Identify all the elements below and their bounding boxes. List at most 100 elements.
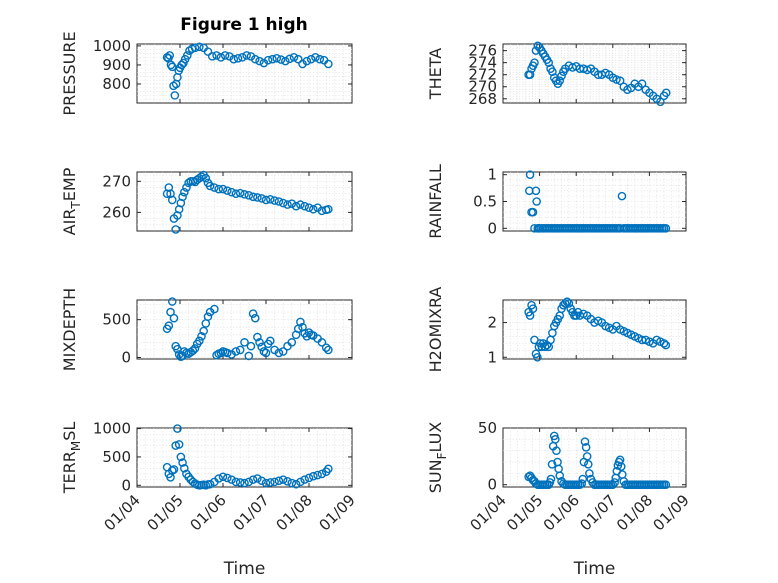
y-tick-label: 274 [468, 54, 497, 72]
y-tick-label: 50 [478, 419, 497, 437]
data-point [555, 76, 565, 86]
series-mixdepth [162, 297, 333, 362]
data-point [581, 442, 591, 452]
data-point [173, 424, 182, 433]
data-point [317, 469, 327, 479]
data-point [263, 55, 273, 65]
data-point [240, 338, 249, 347]
data-point [169, 465, 179, 474]
data-point [547, 460, 557, 469]
data-point [240, 190, 249, 199]
data-point [612, 75, 621, 84]
data-point [253, 474, 262, 483]
data-point [528, 304, 538, 313]
y-tick-label: 1 [487, 348, 497, 366]
y-axis-label: THETA [426, 48, 445, 100]
data-point [661, 88, 671, 98]
data-point [324, 464, 333, 474]
data-point [248, 309, 258, 318]
data-point [231, 347, 241, 356]
data-point [238, 53, 247, 62]
series-h2omixra [524, 297, 671, 362]
x-axis-label: Time [573, 559, 616, 579]
y-tick-label: 268 [468, 90, 497, 108]
data-point [557, 71, 566, 81]
panel-h2omixra: 1 2 H2OMIXRA [426, 287, 687, 372]
data-point [580, 437, 590, 446]
x-tick-label: 01/09 [316, 491, 359, 534]
data-point [167, 195, 177, 205]
data-point [261, 478, 271, 488]
data-point [233, 53, 243, 63]
data-point [546, 474, 556, 484]
data-point [296, 200, 305, 209]
data-point [222, 473, 232, 483]
data-point [324, 59, 333, 69]
data-point [615, 76, 625, 86]
data-point [244, 477, 254, 487]
data-point [244, 351, 254, 361]
data-point [274, 197, 284, 206]
data-point [562, 297, 572, 307]
y-tick-label: 1000 [93, 420, 131, 438]
data-point [321, 343, 331, 352]
data-point [182, 183, 191, 192]
data-point [531, 186, 541, 196]
data-point [268, 54, 277, 64]
axes-h2omixra [502, 299, 687, 360]
data-point [231, 477, 241, 487]
data-point [188, 477, 198, 487]
data-point [582, 452, 592, 461]
data-point [608, 480, 618, 490]
data-point [197, 172, 206, 181]
data-point [164, 321, 174, 331]
y-axis-label: MIXDEPTH [60, 288, 79, 371]
data-point [178, 192, 187, 202]
data-point [257, 194, 267, 203]
data-point [190, 344, 200, 353]
data-point [291, 479, 301, 489]
data-point [308, 204, 318, 214]
x-tick-label: 01/06 [540, 491, 583, 534]
data-point [532, 197, 541, 206]
data-point [293, 54, 303, 64]
data-point [283, 477, 292, 486]
x-tick-label: 01/05 [144, 491, 187, 534]
data-point [283, 200, 292, 209]
x-tick-label: 01/05 [503, 491, 546, 534]
grid-terr-msl [137, 428, 352, 487]
data-point [174, 440, 184, 449]
x-tick-label: 01/07 [230, 491, 273, 534]
series-pressure [162, 42, 333, 100]
data-point [296, 317, 305, 327]
data-point [533, 352, 542, 362]
data-point [287, 338, 297, 347]
data-point [552, 446, 561, 455]
data-point [195, 336, 204, 346]
data-point [560, 299, 570, 308]
data-point [274, 348, 284, 358]
data-point [257, 476, 267, 486]
panel-air-temp: 260 270 AIRTEMP [60, 167, 353, 235]
data-point [287, 478, 297, 488]
y-tick-label: 272 [468, 66, 497, 84]
data-point [530, 58, 539, 67]
data-point [313, 470, 322, 480]
data-point [661, 224, 671, 233]
data-point [300, 201, 310, 211]
data-point [199, 326, 208, 336]
data-point [528, 207, 538, 217]
data-point [222, 348, 232, 358]
data-point [555, 471, 565, 480]
data-point [265, 478, 275, 487]
data-point [656, 97, 665, 107]
data-point [176, 452, 186, 462]
data-point [578, 474, 588, 484]
axes-rainfall [502, 171, 687, 232]
data-point [248, 475, 258, 484]
data-point [583, 460, 593, 469]
data-point [167, 466, 177, 475]
data-point [291, 201, 301, 211]
